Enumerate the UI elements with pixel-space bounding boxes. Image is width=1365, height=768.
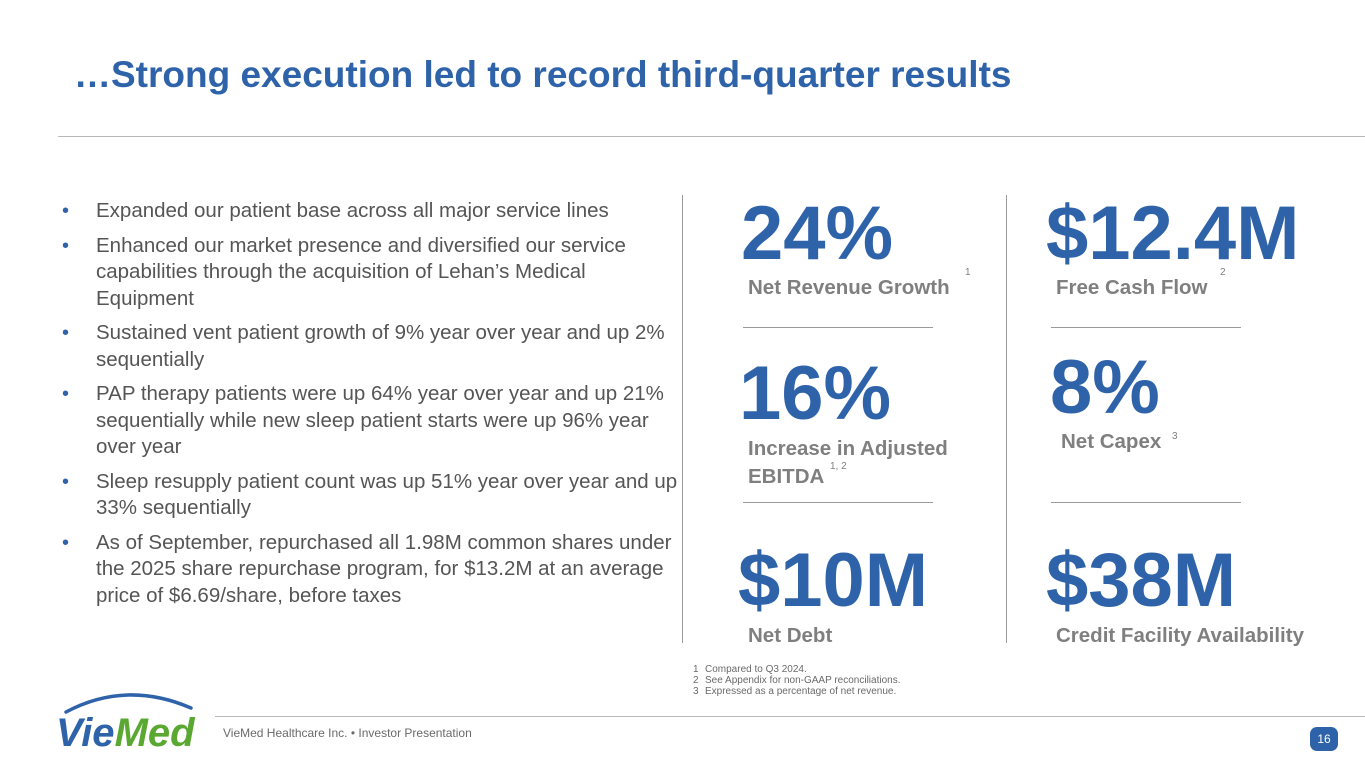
bullet-text: Expanded our patient base across all maj… — [96, 199, 609, 222]
title-divider — [58, 136, 1365, 137]
net-capex-value: 8% — [1050, 345, 1160, 430]
net-debt-label: Net Debt — [748, 624, 833, 647]
net-capex-footnote-ref: 3 — [1172, 431, 1178, 442]
metric-divider — [1051, 502, 1241, 503]
bullet-item: • PAP therapy patients were up 64% year o… — [62, 381, 682, 461]
page-number: 16 — [1310, 727, 1338, 751]
adj-ebitda-value: 16% — [739, 351, 892, 436]
bullet-marker: • — [62, 322, 70, 344]
footnote: 3 Expressed as a percentage of net revenu… — [693, 686, 897, 697]
bullet-text: As of September, repurchased all 1.98M c… — [96, 530, 672, 607]
bullet-item: • Enhanced our market presence and divers… — [62, 233, 682, 313]
bullet-marker: • — [62, 383, 70, 405]
free-cash-flow-footnote-ref: 2 — [1220, 267, 1226, 278]
credit-availability-label: Credit Facility Availability — [1056, 624, 1304, 647]
free-cash-flow-label: Free Cash Flow — [1056, 276, 1208, 299]
left-column-divider — [682, 195, 683, 643]
bullet-marker: • — [62, 531, 70, 554]
bullet-text: Sustained vent patient growth of 9% year… — [96, 321, 665, 371]
footer-divider — [215, 716, 1365, 717]
bullet-item: • Expanded our patient base across all ma… — [62, 198, 682, 225]
metrics-column-divider — [1006, 195, 1007, 643]
net-debt-value: $10M — [738, 538, 929, 623]
footnote: 2 See Appendix for non-GAAP reconciliatio… — [693, 675, 901, 686]
slide-title: …Strong execution led to record third-qu… — [74, 54, 1012, 95]
bullet-text: Enhanced our market presence and diversi… — [96, 233, 626, 310]
bullet-marker: • — [62, 470, 70, 493]
viemed-logo: VieMed — [56, 686, 201, 755]
adj-ebitda-footnote-ref: 1, 2 — [830, 461, 847, 472]
metric-divider — [743, 327, 933, 328]
svg-text:VieMed: VieMed — [56, 711, 196, 750]
bullet-item: • As of September, repurchased all 1.98M … — [62, 530, 682, 610]
bullet-marker: • — [62, 200, 70, 222]
bullet-item: • Sustained vent patient growth of 9% yea… — [62, 320, 682, 373]
adj-ebitda-label-line2: EBITDA — [748, 465, 825, 488]
adj-ebitda-label-line1: Increase in Adjusted — [748, 437, 948, 460]
revenue-growth-footnote-ref: 1 — [965, 267, 971, 278]
footer-text: VieMed Healthcare Inc. • Investor Presen… — [223, 726, 472, 740]
metric-divider — [743, 502, 933, 503]
bullet-marker: • — [62, 234, 70, 257]
bullet-text: PAP therapy patients were up 64% year ov… — [96, 382, 664, 458]
footnote: 1 Compared to Q3 2024. — [693, 664, 807, 675]
revenue-growth-value: 24% — [741, 191, 894, 276]
net-capex-label: Net Capex — [1061, 430, 1162, 453]
bullet-list: • Expanded our patient base across all ma… — [62, 198, 682, 617]
free-cash-flow-value: $12.4M — [1046, 191, 1300, 276]
footnotes: 1 Compared to Q3 2024. 2 See Appendix for … — [693, 664, 901, 697]
metric-divider — [1051, 327, 1241, 328]
bullet-text: Sleep resupply patient count was up 51% … — [96, 469, 678, 520]
credit-availability-value: $38M — [1046, 538, 1237, 623]
bullet-item: • Sleep resupply patient count was up 51%… — [62, 469, 682, 522]
revenue-growth-label: Net Revenue Growth — [748, 276, 950, 299]
